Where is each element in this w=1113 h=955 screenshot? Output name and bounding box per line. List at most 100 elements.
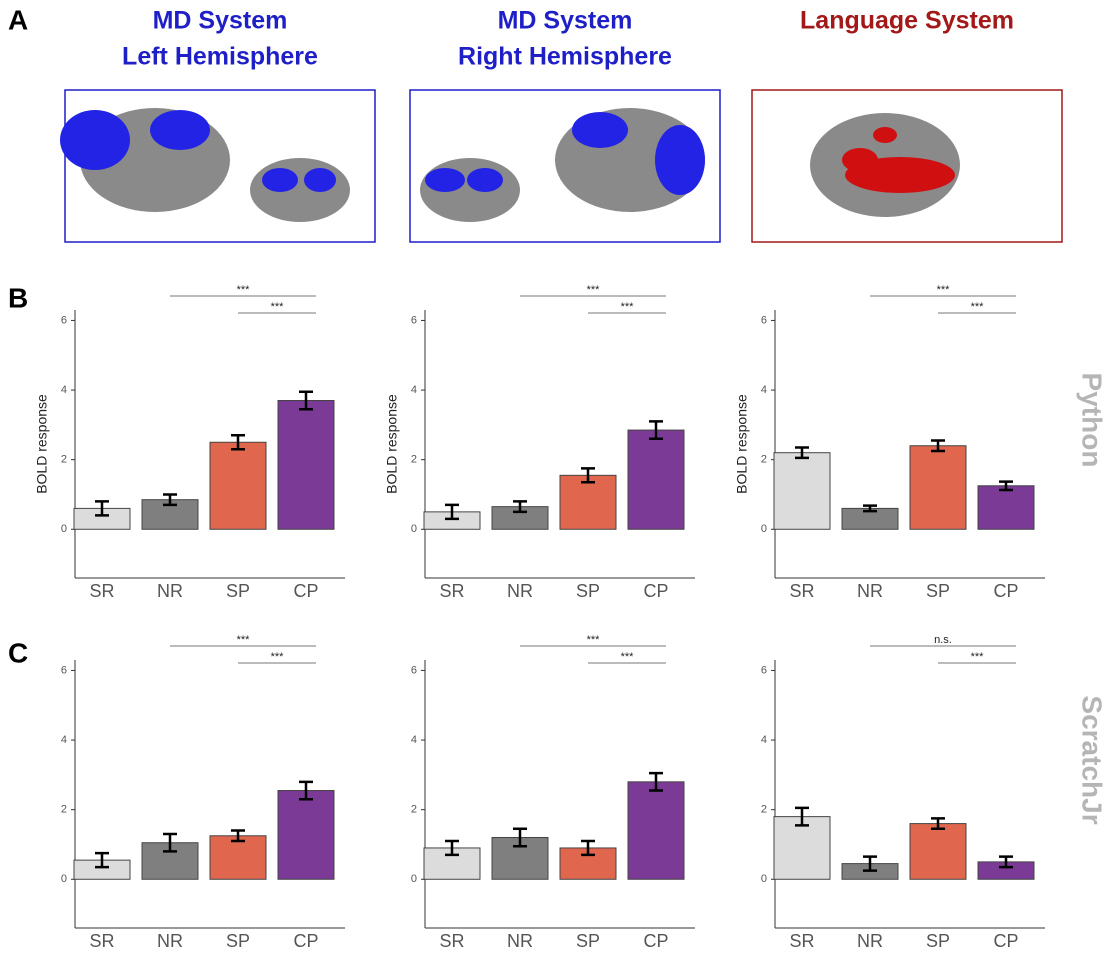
y-axis-label: BOLD response (734, 394, 750, 494)
y-tick-label: 4 (411, 384, 417, 396)
row-label: Python (1077, 373, 1108, 468)
brain-frame (64, 89, 376, 243)
y-tick-label: 4 (61, 384, 67, 396)
brain-frame (409, 89, 721, 243)
y-tick-label: 0 (61, 523, 67, 535)
significance-label: *** (621, 651, 635, 663)
x-tick-label: NR (507, 931, 533, 951)
x-tick-label: NR (507, 581, 533, 601)
brain-icon (250, 158, 350, 222)
bar (277, 399, 335, 530)
error-bar (795, 806, 809, 827)
x-tick-label: SR (89, 581, 114, 601)
error-bar (999, 855, 1013, 869)
brain-title: MD System (153, 7, 288, 35)
error-bar (999, 480, 1013, 492)
error-bar (581, 467, 595, 484)
x-tick-label: SP (576, 931, 600, 951)
y-axis-label: BOLD response (384, 394, 400, 494)
significance-label: *** (587, 634, 601, 646)
error-bar (95, 851, 109, 869)
y-tick-label: 6 (411, 664, 417, 676)
brain-region (150, 110, 210, 150)
brain-title: Language System (800, 7, 1014, 35)
bar (559, 474, 617, 530)
x-tick-label: NR (857, 581, 883, 601)
significance-label: *** (271, 651, 285, 663)
significance-label: *** (237, 284, 251, 296)
x-tick-label: SP (226, 931, 250, 951)
x-tick-label: NR (157, 931, 183, 951)
brain-region (572, 112, 628, 148)
y-axis-label: BOLD response (34, 394, 50, 494)
bar (909, 823, 967, 880)
y-tick-label: 2 (411, 804, 417, 816)
error-bar (649, 771, 663, 792)
significance-label: *** (971, 651, 985, 663)
x-tick-label: CP (643, 931, 668, 951)
brain-region (873, 127, 897, 143)
x-tick-label: SP (926, 931, 950, 951)
error-bar (163, 493, 177, 507)
y-tick-label: 0 (61, 873, 67, 885)
x-tick-label: CP (293, 931, 318, 951)
y-tick-label: 6 (61, 314, 67, 326)
x-tick-label: CP (993, 931, 1018, 951)
brain-frame (751, 89, 1063, 243)
error-bar (795, 446, 809, 460)
y-tick-label: 6 (761, 314, 767, 326)
y-tick-label: 2 (411, 454, 417, 466)
chart: 0 2 4 6 BOLD response SR NR SP CP *** *** (734, 284, 1045, 601)
bar (909, 445, 967, 530)
bar (277, 790, 335, 880)
brain-region (304, 168, 336, 192)
error-bar (299, 390, 313, 411)
y-tick-label: 0 (761, 523, 767, 535)
error-bar (231, 434, 245, 451)
significance-label: *** (271, 301, 285, 313)
panel-label: A (8, 4, 28, 35)
chart: 0 2 4 6 BOLD response SR NR SP CP *** *** (34, 284, 345, 601)
bar (209, 441, 267, 530)
brain-region (842, 148, 878, 172)
x-tick-label: SP (576, 581, 600, 601)
brain-region (467, 168, 503, 192)
error-bar (445, 839, 459, 857)
error-bar (95, 500, 109, 517)
significance-label: *** (237, 634, 251, 646)
y-tick-label: 2 (761, 454, 767, 466)
brain-title: MD System (498, 7, 633, 35)
significance-label: *** (971, 301, 985, 313)
error-bar (931, 439, 945, 453)
x-tick-label: SR (789, 931, 814, 951)
panel-label: B (8, 282, 28, 313)
y-tick-label: 0 (411, 873, 417, 885)
error-bar (581, 839, 595, 857)
x-tick-label: CP (293, 581, 318, 601)
x-tick-label: NR (857, 931, 883, 951)
brain-region (60, 110, 130, 170)
chart: 0 2 4 6 SR NR SP CP *** *** (411, 634, 695, 951)
bar (627, 781, 685, 880)
y-tick-label: 4 (61, 734, 67, 746)
error-bar (649, 420, 663, 441)
x-tick-label: NR (157, 581, 183, 601)
y-tick-label: 6 (61, 664, 67, 676)
brain-region (655, 125, 705, 195)
y-tick-label: 2 (761, 804, 767, 816)
error-bar (299, 780, 313, 801)
error-bar (931, 817, 945, 831)
error-bar (513, 500, 527, 514)
chart: 0 2 4 6 SR NR SP CP n.s. *** (761, 634, 1045, 951)
x-tick-label: CP (643, 581, 668, 601)
error-bar (163, 832, 177, 853)
panel-label: C (8, 637, 28, 668)
brain-region (425, 168, 465, 192)
significance-label: *** (587, 284, 601, 296)
y-tick-label: 2 (61, 454, 67, 466)
error-bar (231, 829, 245, 843)
chart: 0 2 4 6 BOLD response SR NR SP CP *** *** (384, 284, 695, 601)
brain-title: Left Hemisphere (122, 43, 318, 71)
y-tick-label: 6 (761, 664, 767, 676)
